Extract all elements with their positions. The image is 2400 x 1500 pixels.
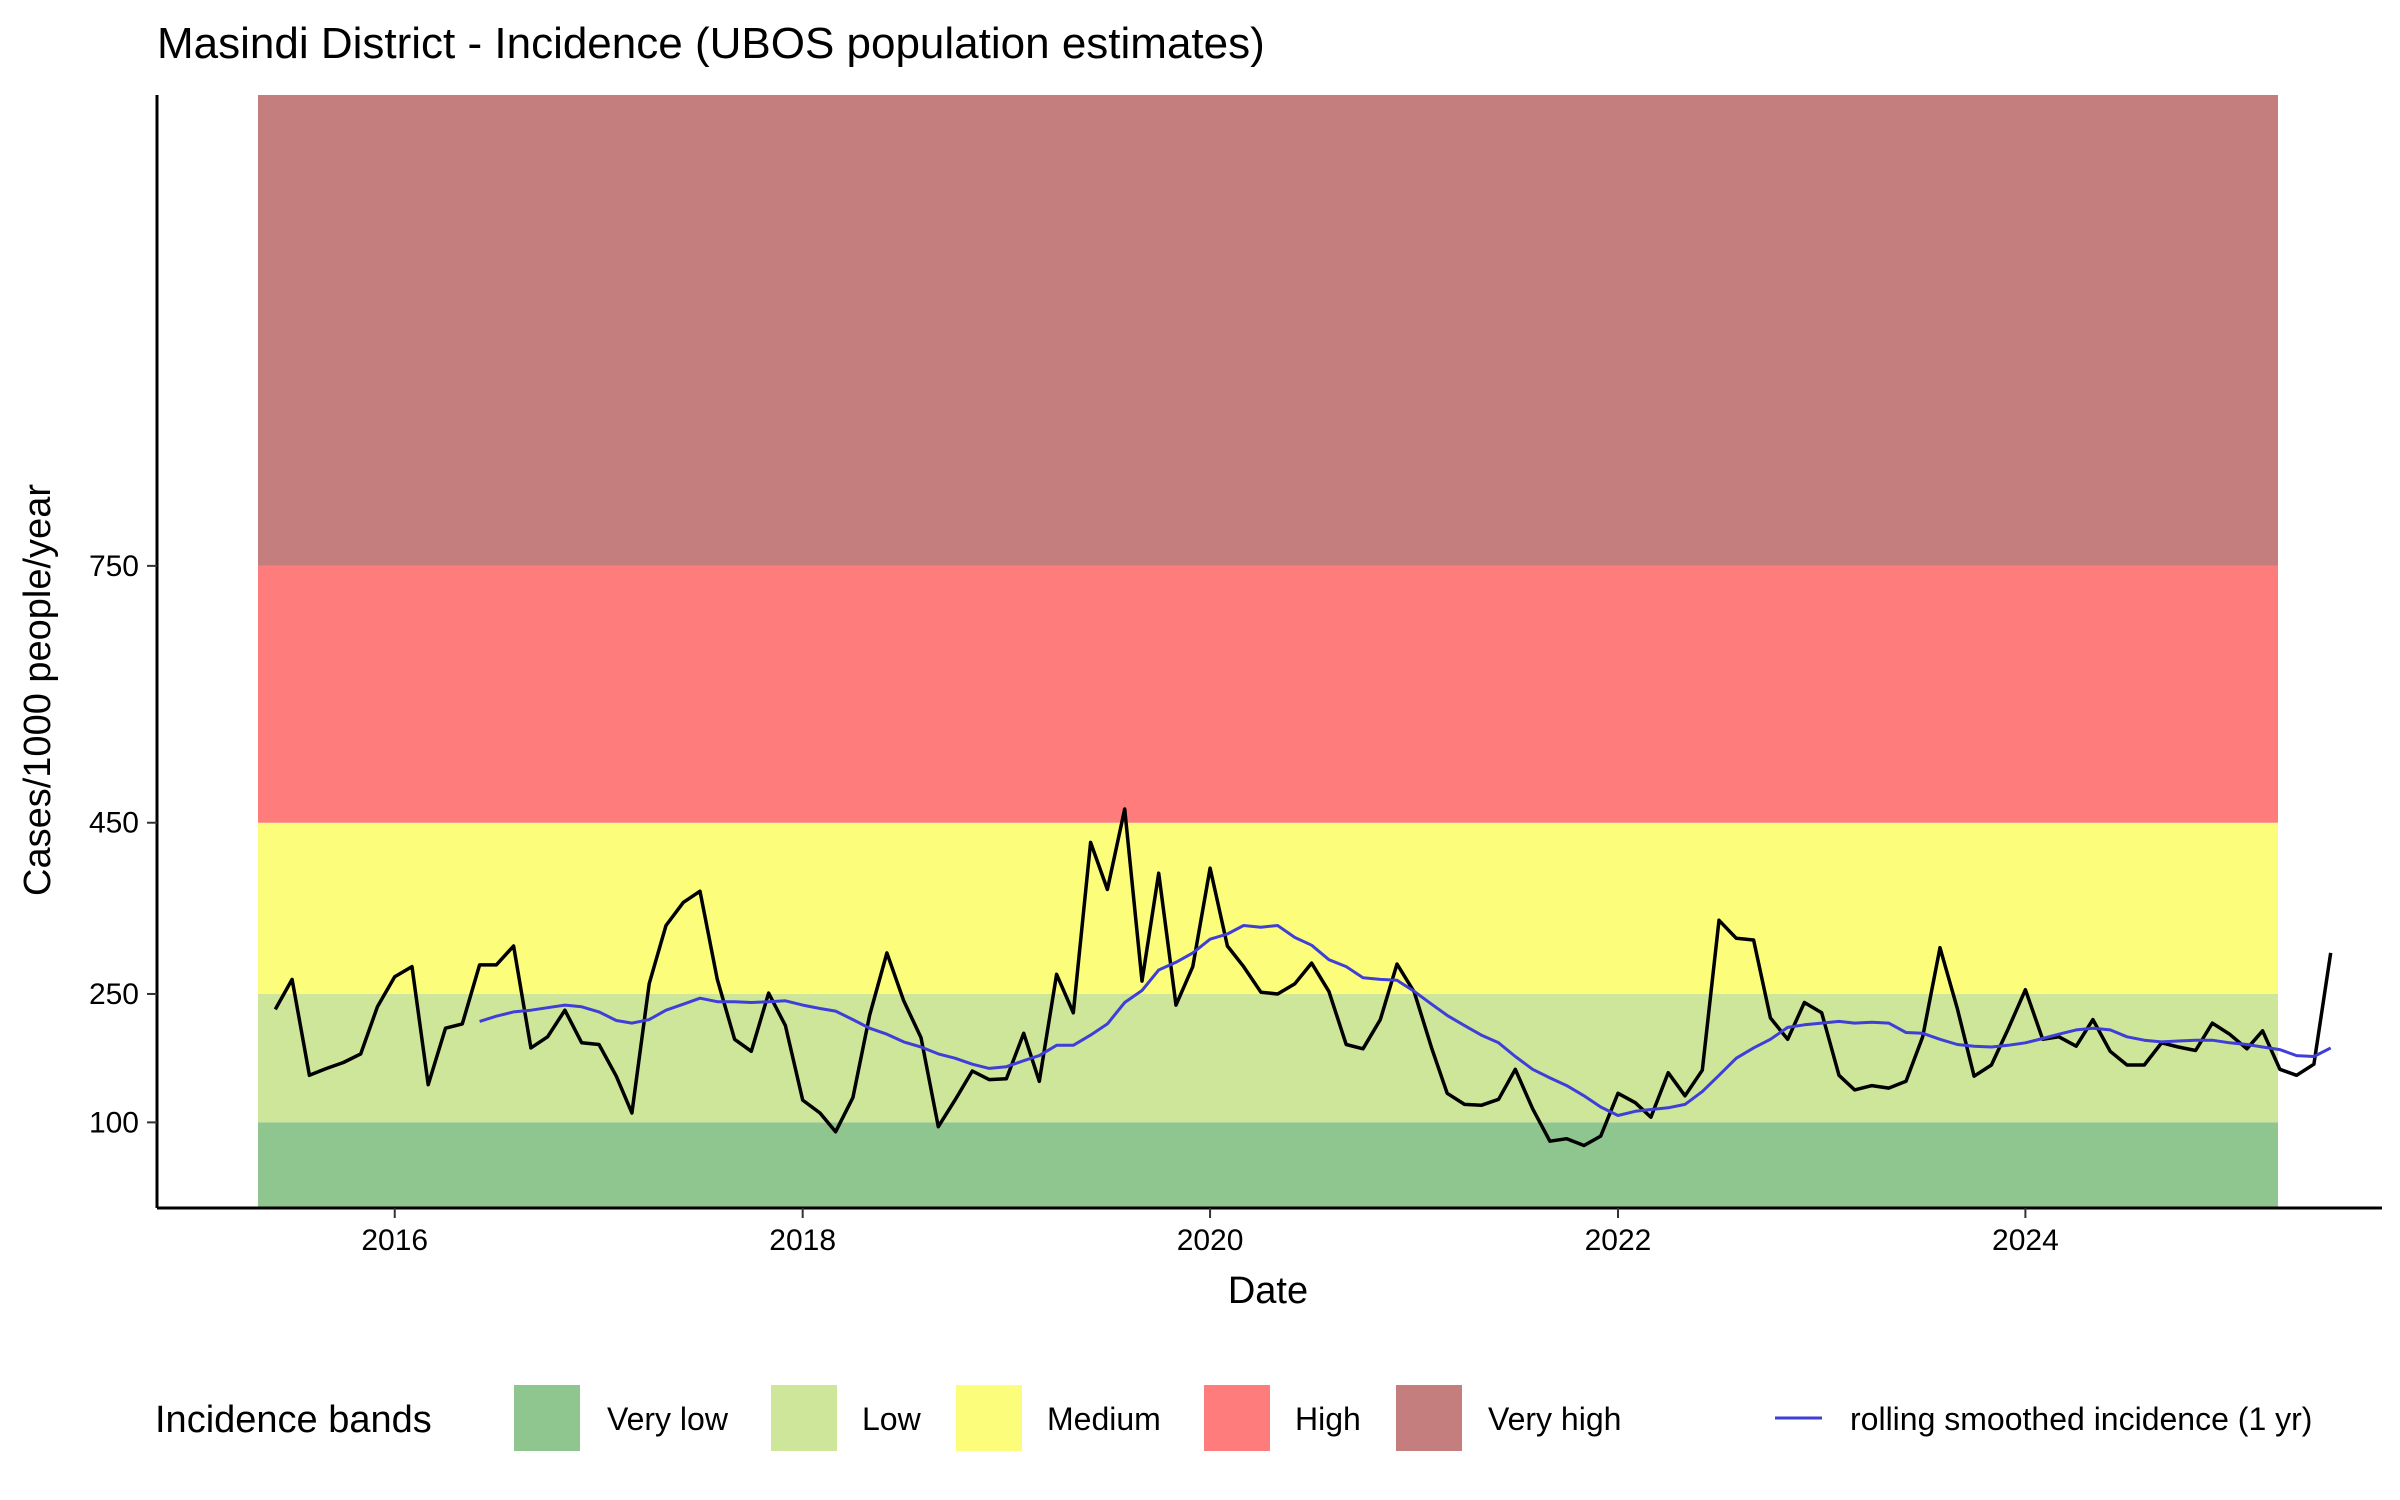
incidence-line (273, 807, 2333, 1148)
y-tick-label-450: 450 (89, 807, 139, 840)
legend-label-very-high: Very high (1488, 1401, 1621, 1437)
x-tick-label-2016: 2016 (361, 1224, 428, 1257)
x-tick-label-2024: 2024 (1992, 1224, 2059, 1257)
chart-title: Masindi District - Incidence (UBOS popul… (157, 19, 1265, 68)
legend-label-rolling-smoothed-incidence-1-yr: rolling smoothed incidence (1 yr) (1850, 1401, 2312, 1437)
legend-label-low: Low (862, 1401, 922, 1437)
x-axis-title: Date (1228, 1270, 1308, 1312)
legend-title: Incidence bands (155, 1399, 432, 1441)
legend-items: Very low Low Medium High Very high rolling sm… (514, 1385, 2312, 1451)
band-very-low (258, 1122, 2278, 1208)
y-tick-label-250: 250 (89, 978, 139, 1011)
legend-label-medium: Medium (1047, 1401, 1161, 1437)
band-very-high (258, 95, 2278, 566)
legend-swatch-high (1204, 1385, 1270, 1451)
axes (155, 95, 2382, 1210)
legend-label-very-low: Very low (607, 1401, 729, 1437)
band-medium (258, 822, 2278, 994)
legend-swatch-very-low (514, 1385, 580, 1451)
legend-swatch-very-high (1396, 1385, 1462, 1451)
y-tick-label-750: 750 (89, 550, 139, 583)
legend-swatch-medium (956, 1385, 1022, 1451)
x-tick-label-2018: 2018 (769, 1224, 836, 1257)
x-tick-label-2020: 2020 (1177, 1224, 1244, 1257)
legend: Incidence bands Very low Low Medium High Ver… (155, 1385, 2312, 1451)
legend-swatch-low (771, 1385, 837, 1451)
legend-label-high: High (1295, 1401, 1361, 1437)
band-low (258, 993, 2278, 1123)
y-axis-title: Cases/1000 people/year (17, 484, 59, 896)
incidence-bands (258, 95, 2278, 1208)
band-high (258, 565, 2278, 823)
ticks: 100 250 450 750 2016 2018 2020 2022 2024 (89, 550, 2059, 1257)
y-tick-label-100: 100 (89, 1106, 139, 1139)
series-line-rolling-smoothed-incidence-1-yr (479, 924, 2332, 1117)
incidence-lines (273, 807, 2333, 1148)
x-tick-label-2022: 2022 (1585, 1224, 1652, 1257)
